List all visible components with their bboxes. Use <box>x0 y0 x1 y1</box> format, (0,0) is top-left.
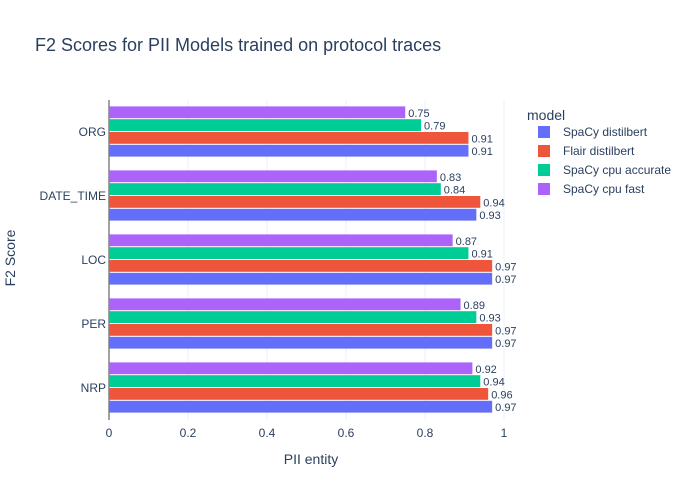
bar-value-label: 0.79 <box>424 121 445 133</box>
bar-value-label: 0.97 <box>495 402 516 414</box>
bar <box>109 196 481 208</box>
bar <box>109 272 493 285</box>
y-axis-title: F2 Score <box>2 229 18 286</box>
x-tick-label: 1 <box>501 426 508 440</box>
bar <box>109 247 469 259</box>
x-tick-label: 0.8 <box>417 426 434 440</box>
x-tick-label: 0 <box>106 426 113 440</box>
bar-value-label: 0.91 <box>471 146 492 158</box>
bar-value-label: 0.94 <box>483 197 504 209</box>
x-axis-title: PII entity <box>284 451 338 467</box>
legend-swatch <box>538 145 550 157</box>
y-tick-label: NRP <box>81 381 106 395</box>
bar-value-label: 0.89 <box>464 300 485 312</box>
bar <box>109 170 437 183</box>
bar-value-label: 0.97 <box>495 325 516 337</box>
legend-title: model <box>527 107 565 123</box>
bar-value-label: 0.93 <box>479 313 500 325</box>
bar-value-label: 0.75 <box>408 108 429 120</box>
bar-value-label: 0.84 <box>444 185 465 197</box>
bar <box>109 208 477 221</box>
bar <box>109 298 461 311</box>
y-tick-label: LOC <box>81 253 106 267</box>
bar <box>109 144 469 157</box>
bar <box>109 400 493 413</box>
bar-value-label: 0.83 <box>440 172 461 184</box>
y-tick-label: ORG <box>79 125 106 139</box>
bar-value-label: 0.91 <box>471 133 492 145</box>
bar <box>109 388 489 400</box>
bar-value-label: 0.87 <box>456 236 477 248</box>
bar-value-label: 0.92 <box>475 364 496 376</box>
bar-value-label: 0.97 <box>495 261 516 273</box>
bar <box>109 311 477 323</box>
legend-entry: SpaCy distilbert <box>563 125 648 139</box>
bar <box>109 324 493 336</box>
bar <box>109 362 473 375</box>
legend-swatch <box>538 126 550 138</box>
bar <box>109 234 453 247</box>
chart-title: F2 Scores for PII Models trained on prot… <box>35 35 441 55</box>
x-axis-ticks: 0 0.2 0.4 0.6 0.8 1 <box>106 426 508 440</box>
y-axis-ticks: ORG DATE_TIME LOC PER NRP <box>40 125 107 395</box>
bar <box>109 183 441 195</box>
legend-entry: SpaCy cpu fast <box>563 182 645 196</box>
bar <box>109 375 481 387</box>
bar <box>109 336 493 349</box>
legend-entry: SpaCy cpu accurate <box>563 163 671 177</box>
y-tick-label: DATE_TIME <box>40 189 106 203</box>
bar <box>109 132 469 144</box>
x-tick-label: 0.2 <box>180 426 197 440</box>
bar <box>109 119 422 131</box>
bar-value-label: 0.97 <box>495 274 516 286</box>
bar <box>109 260 493 272</box>
bar-value-label: 0.91 <box>471 249 492 261</box>
legend-entry: Flair distilbert <box>563 144 635 158</box>
x-tick-label: 0.4 <box>259 426 276 440</box>
y-tick-label: PER <box>81 317 106 331</box>
legend: model SpaCy distilbert Flair distilbert Sp… <box>527 107 671 196</box>
bar-value-label: 0.96 <box>491 389 512 401</box>
legend-swatch <box>538 183 550 195</box>
bars: 0.910.910.790.750.930.940.840.830.970.97… <box>109 106 517 414</box>
bar-value-label: 0.93 <box>479 210 500 222</box>
bar <box>109 106 406 119</box>
x-tick-label: 0.6 <box>338 426 355 440</box>
bar-value-label: 0.97 <box>495 338 516 350</box>
legend-swatch <box>538 164 550 176</box>
bar-value-label: 0.94 <box>483 377 504 389</box>
